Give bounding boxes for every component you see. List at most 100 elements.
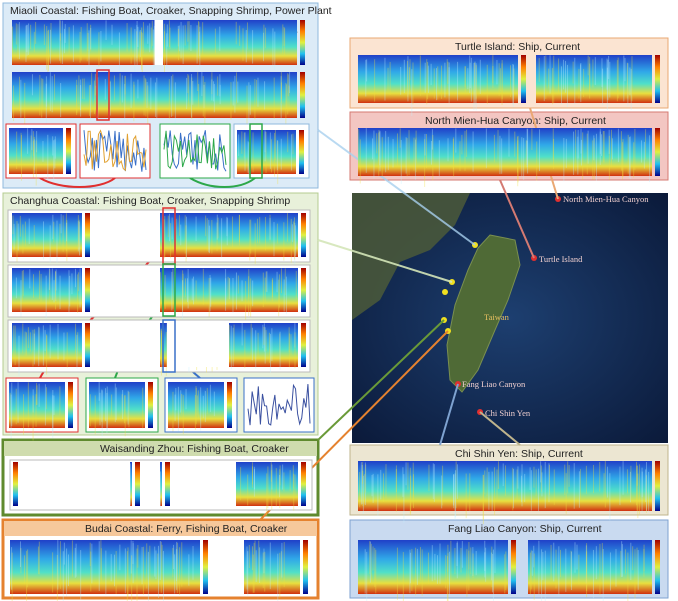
streak	[142, 22, 144, 54]
streak	[549, 55, 551, 94]
streak	[288, 85, 290, 112]
panel-title: Fang Liao Canyon: Ship, Current	[448, 523, 602, 535]
streak	[456, 464, 458, 499]
streak	[441, 65, 443, 99]
streak	[504, 554, 506, 594]
streak	[139, 31, 141, 62]
streak	[239, 214, 241, 246]
streak	[230, 82, 232, 120]
streak	[124, 75, 126, 95]
streak	[14, 325, 16, 366]
streak	[99, 392, 101, 426]
streak	[536, 141, 538, 181]
colorbar	[68, 382, 73, 428]
panel-title: Miaoli Coastal: Fishing Boat, Croaker, S…	[10, 5, 332, 17]
streak	[527, 128, 529, 174]
streak	[36, 382, 38, 406]
streak	[634, 549, 636, 599]
streak	[184, 278, 186, 298]
spectrogram	[12, 20, 305, 75]
streak	[434, 553, 436, 581]
streak	[396, 547, 398, 600]
streak	[150, 77, 152, 110]
streak	[134, 29, 136, 73]
streak	[60, 82, 62, 118]
streak	[572, 61, 574, 84]
streak	[147, 25, 149, 44]
streak	[269, 217, 271, 240]
streak	[490, 552, 492, 581]
streak	[609, 61, 611, 98]
streak	[411, 549, 413, 591]
streak	[472, 131, 474, 172]
streak	[141, 27, 143, 70]
streak	[599, 128, 601, 154]
spectrogram-field	[528, 540, 652, 594]
streak	[39, 74, 41, 116]
streak	[361, 464, 363, 504]
streak	[602, 131, 604, 163]
streak	[168, 79, 170, 119]
streak	[545, 55, 547, 99]
streak	[272, 28, 274, 68]
streak	[45, 83, 47, 125]
streak	[294, 222, 296, 265]
streak	[20, 548, 22, 574]
streak	[22, 269, 24, 297]
streak	[76, 79, 78, 116]
spectrogram-field	[358, 128, 652, 176]
streak	[141, 547, 143, 585]
streak	[105, 388, 107, 422]
title-bar	[4, 521, 317, 536]
streak	[578, 68, 580, 99]
streak	[216, 214, 218, 240]
streak	[611, 138, 613, 160]
streak	[114, 383, 116, 423]
streak	[195, 386, 197, 416]
streak	[446, 556, 448, 601]
spectrogram-field	[160, 268, 298, 312]
streak	[292, 133, 294, 155]
streak	[558, 58, 560, 93]
streak	[66, 222, 68, 242]
streak	[512, 64, 514, 108]
streak	[121, 75, 123, 103]
streak	[382, 473, 384, 503]
streak	[566, 64, 568, 108]
streak	[269, 214, 271, 242]
streak	[616, 60, 618, 102]
streak	[145, 79, 147, 117]
streak	[54, 139, 56, 169]
streak	[180, 224, 182, 246]
streak	[517, 135, 519, 183]
streak	[175, 388, 177, 411]
streak	[641, 467, 643, 513]
streak	[611, 129, 613, 167]
streak	[217, 76, 219, 96]
streak	[176, 541, 178, 590]
streak	[20, 132, 22, 157]
streak	[75, 543, 77, 577]
streak	[49, 29, 51, 64]
streak	[66, 220, 68, 262]
streak	[53, 221, 55, 243]
streak	[253, 466, 255, 497]
streak	[52, 136, 54, 156]
streak	[263, 326, 265, 345]
spectrogram-field	[358, 461, 652, 511]
streak	[164, 275, 166, 309]
streak	[601, 542, 603, 580]
streak	[360, 462, 362, 505]
streak	[90, 24, 92, 52]
streak	[432, 134, 434, 181]
streak	[208, 278, 210, 317]
streak	[256, 218, 258, 244]
streak	[285, 276, 287, 315]
streak	[98, 32, 100, 67]
streak	[119, 544, 121, 571]
streak	[539, 129, 541, 171]
streak	[589, 63, 591, 95]
streak	[599, 461, 601, 492]
streak	[209, 384, 211, 413]
streak	[432, 463, 434, 499]
